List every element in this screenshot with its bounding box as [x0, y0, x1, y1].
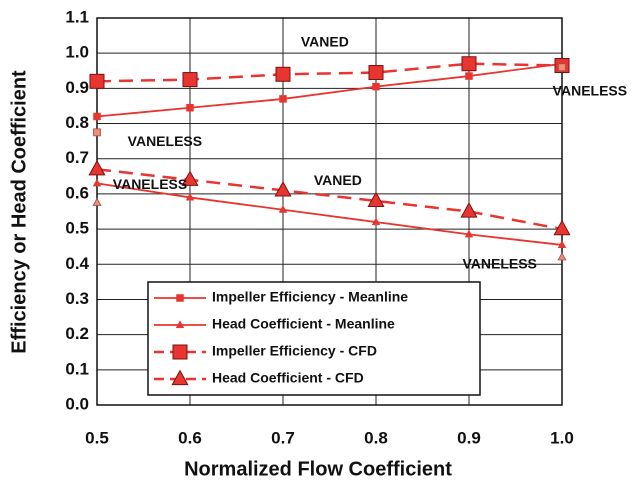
y-tick-label: 0.9 [65, 78, 89, 97]
marker-triangle [371, 217, 381, 226]
legend-label: Impeller Efficiency - CFD [212, 343, 377, 359]
y-tick-label: 0.3 [65, 289, 89, 308]
y-tick-label: 0.7 [65, 148, 89, 167]
marker-square [93, 128, 101, 137]
marker-square [465, 72, 473, 80]
y-tick-label: 1.0 [65, 43, 89, 62]
marker-triangle [557, 252, 567, 261]
y-axis-label: Efficiency or Head Coefficient [8, 70, 30, 354]
marker-square [279, 95, 287, 103]
marker-triangle [553, 219, 571, 236]
plot-frame [96, 17, 563, 406]
y-tick-label: 0.4 [65, 254, 89, 273]
legend-label: Head Coefficient - Meanline [212, 316, 395, 332]
marker-square [186, 103, 194, 112]
x-tick-label: 0.8 [364, 428, 388, 447]
marker-triangle [185, 192, 195, 201]
annotation: VANELESS [553, 83, 627, 99]
marker-triangle [181, 170, 199, 186]
marker-triangle [274, 180, 292, 197]
marker-triangle [367, 191, 385, 208]
annotation: VANED [314, 172, 362, 188]
marker-triangle [460, 202, 478, 218]
marker-square [372, 82, 380, 91]
marker-square [275, 66, 291, 82]
marker-triangle [92, 178, 102, 187]
marker-triangle [92, 197, 102, 206]
series-line [96, 62, 563, 118]
marker-triangle [171, 369, 189, 386]
y-tick-label: 1.1 [65, 7, 89, 26]
marker-square [368, 65, 384, 81]
marker-square [176, 294, 184, 302]
x-tick-label: 0.6 [178, 428, 202, 447]
annotation: VANELESS [462, 256, 536, 272]
x-axis-label: Normalized Flow Coefficient [184, 458, 452, 480]
x-tick-label: 0.9 [457, 428, 481, 447]
marker-triangle [278, 205, 288, 213]
marker-square [89, 73, 105, 89]
x-tick-label: 0.7 [271, 428, 295, 447]
marker-square [172, 344, 188, 360]
marker-triangle [88, 159, 106, 176]
annotation: VANELESS [128, 133, 202, 149]
annotation: VANELESS [113, 176, 187, 192]
x-tick-label: 1.0 [550, 428, 574, 447]
marker-triangle [175, 320, 185, 329]
marker-square [93, 112, 101, 121]
y-tick-label: 0.8 [65, 113, 89, 132]
annotation: VANED [301, 33, 349, 49]
marker-square [558, 63, 566, 72]
y-tick-label: 0.0 [65, 394, 89, 413]
marker-square [461, 56, 477, 72]
legend-box [147, 281, 481, 396]
y-tick-label: 0.1 [65, 359, 89, 378]
x-tick-label: 0.5 [85, 428, 109, 447]
y-tick-label: 0.6 [65, 183, 89, 202]
y-tick-label: 0.2 [65, 324, 89, 343]
series-line [96, 182, 563, 246]
marker-square [182, 72, 198, 88]
marker-triangle [557, 240, 567, 248]
series-line [96, 168, 563, 231]
legend-label: Impeller Efficiency - Meanline [212, 289, 408, 305]
marker-triangle [464, 229, 474, 238]
series-line [96, 62, 563, 83]
y-tick-label: 0.5 [65, 219, 89, 238]
legend-label: Head Coefficient - CFD [212, 370, 364, 386]
